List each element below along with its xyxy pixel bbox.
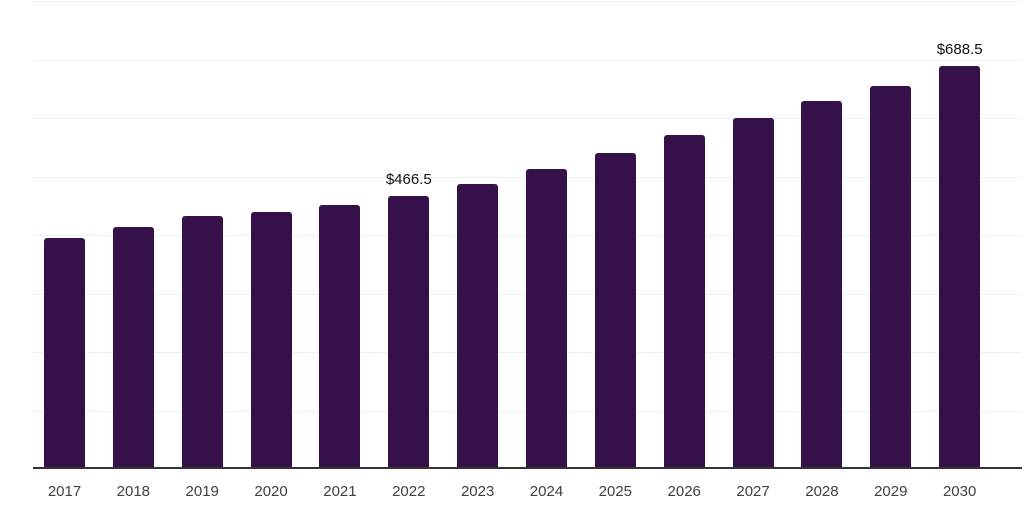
x-tick-label-2024: 2024 xyxy=(529,483,564,500)
x-tick-label-2020: 2020 xyxy=(254,483,288,500)
x-tick-label-2021: 2021 xyxy=(323,483,357,500)
x-tick-label-2029: 2029 xyxy=(874,483,908,500)
bar-2017 xyxy=(44,237,85,469)
bar-2028 xyxy=(801,101,843,469)
plot-area: $466.5 $688.5 xyxy=(33,0,1022,469)
gridline xyxy=(33,59,1022,61)
x-tick-label-2030: 2030 xyxy=(942,483,977,500)
x-tick-label-2025: 2025 xyxy=(598,483,633,500)
bar-2030 xyxy=(939,66,981,469)
gridline xyxy=(33,1,1022,2)
bar-2022 xyxy=(388,196,430,469)
bar-2020 xyxy=(250,212,292,469)
x-tick-label-2023: 2023 xyxy=(460,483,495,500)
bar-2029 xyxy=(870,85,912,469)
bar-value-label-2022: $466.5 xyxy=(385,171,432,189)
bar-2018 xyxy=(112,227,154,469)
x-tick-label-2022: 2022 xyxy=(392,483,426,500)
x-tick-label-2018: 2018 xyxy=(116,483,151,500)
bar-2024 xyxy=(525,169,567,469)
x-tick-label-2028: 2028 xyxy=(805,483,839,500)
gridline xyxy=(33,118,1022,119)
bar-value-label-2030: $688.5 xyxy=(936,41,983,59)
x-tick-label-2027: 2027 xyxy=(736,483,770,500)
bar-2025 xyxy=(594,153,636,469)
x-tick-label-2019: 2019 xyxy=(185,483,219,500)
bar-2019 xyxy=(181,216,223,469)
bar-2027 xyxy=(732,118,774,469)
bar-2023 xyxy=(457,183,499,469)
bar-2021 xyxy=(319,205,361,469)
x-tick-label-2026: 2026 xyxy=(667,483,701,500)
x-axis: 2017 2018 2019 2020 2021 2022 2023 2024 2025 2026… xyxy=(33,483,1022,505)
x-tick-label-2017: 2017 xyxy=(47,483,82,500)
bar-2026 xyxy=(663,134,705,469)
x-axis-line xyxy=(33,467,1022,469)
